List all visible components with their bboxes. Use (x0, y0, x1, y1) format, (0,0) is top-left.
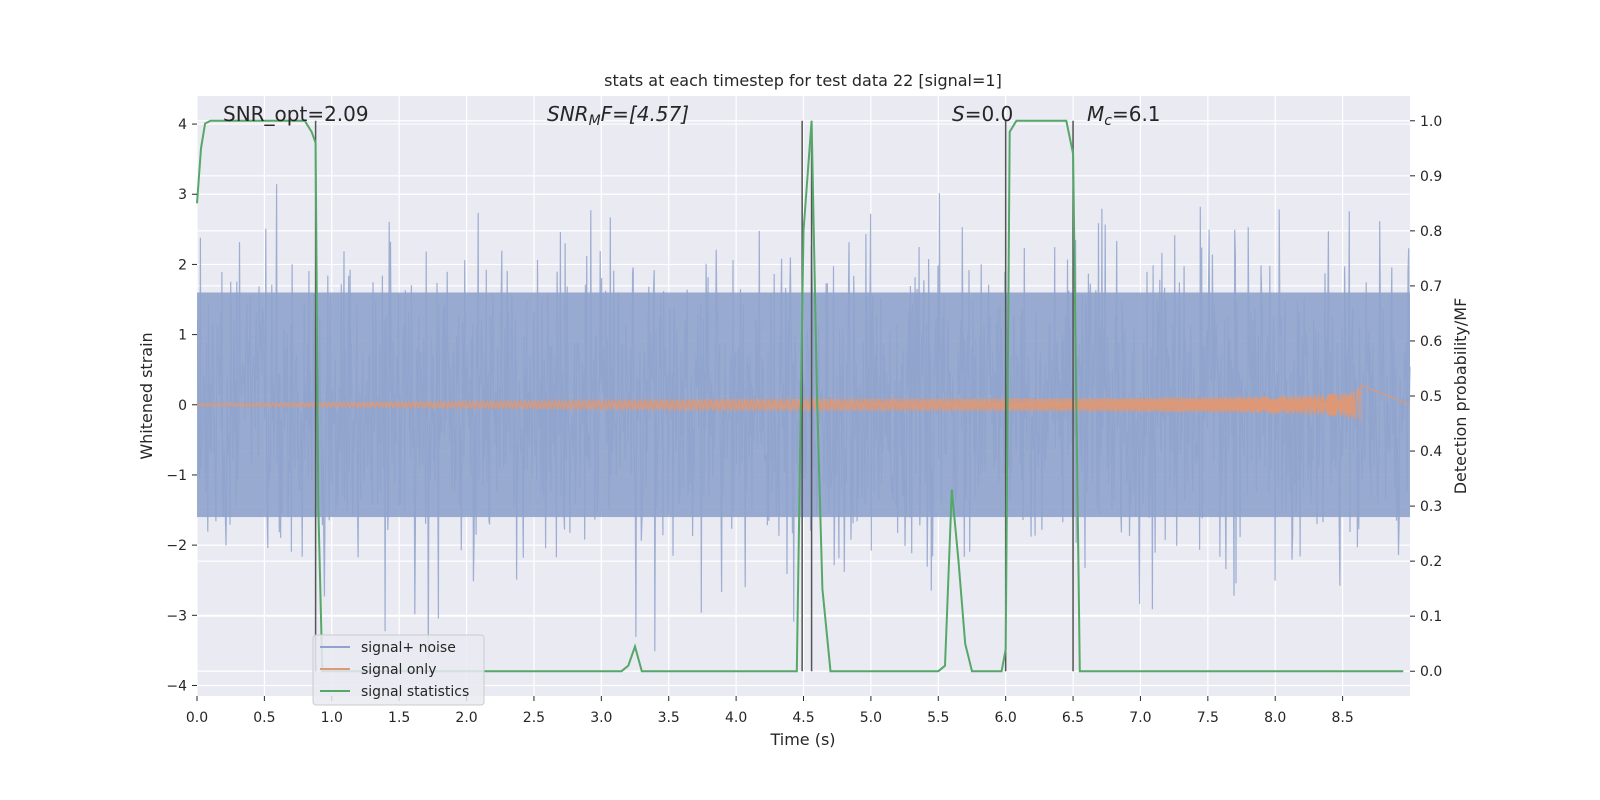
x-tick-label: 3.0 (590, 710, 612, 726)
y-left-tick-label: −1 (166, 468, 187, 484)
y-left-tick-label: −3 (166, 608, 187, 624)
signal-statistics-series (196, 119, 1404, 673)
legend-label-signal-only: signal only (361, 662, 436, 678)
legend: signal+ noise signal only signal statist… (312, 634, 485, 706)
x-tick-label: 7.0 (1129, 710, 1151, 726)
y-right-tick-label: 0.4 (1420, 444, 1442, 460)
y-left-tick-label: 1 (178, 328, 187, 344)
y-right-tick-label: 0.1 (1420, 609, 1442, 625)
y-left-tick-label: 4 (178, 117, 187, 133)
y-right-tick-label: 0.8 (1420, 224, 1442, 240)
y-right-tick-label: 0.6 (1420, 334, 1442, 350)
x-tick-label: 8.0 (1264, 710, 1286, 726)
y-right-tick-label: 0.0 (1420, 664, 1442, 680)
x-tick-label: 4.0 (725, 710, 747, 726)
y-right-tick-label: 1.0 (1420, 114, 1442, 130)
x-tick-label: 4.5 (792, 710, 814, 726)
y-left-tick-label: 3 (178, 187, 187, 203)
x-tick-label: 7.5 (1197, 710, 1219, 726)
x-tick-label: 5.5 (927, 710, 949, 726)
x-tick-label: 1.5 (388, 710, 410, 726)
annotation-snr-opt: SNR_opt=2.09 (223, 102, 369, 126)
y-left-ticks: 4 3 2 1 0 −1 −2 −3 −4 (166, 117, 197, 694)
y-left-tick-label: 2 (178, 257, 187, 273)
y-left-tick-label: −4 (166, 678, 187, 694)
y-right-tick-label: 0.7 (1420, 279, 1442, 295)
legend-label-noise: signal+ noise (361, 640, 456, 656)
y-left-tick-label: −2 (166, 538, 187, 554)
signal-only-line (196, 385, 1411, 422)
y-right-ticks: 1.0 0.9 0.8 0.7 0.6 0.5 0.4 0.3 0.2 0.1 0.0 (1410, 114, 1442, 680)
y-right-tick-label: 0.5 (1420, 389, 1442, 405)
x-tick-label: 2.5 (523, 710, 545, 726)
annotation-snr-mf: SNRMF=[4.57] (547, 102, 689, 129)
x-tick-label: 2.0 (455, 710, 477, 726)
y-right-axis-label: Detection probability/MF (1451, 298, 1470, 495)
y-left-tick-label: 0 (178, 398, 187, 414)
y-left-axis-label: Whitened strain (137, 332, 156, 459)
x-tick-label: 8.5 (1331, 710, 1353, 726)
x-tick-label: 6.0 (995, 710, 1017, 726)
annotation-mc: Mc=6.1 (1087, 102, 1161, 129)
chart-title: stats at each timestep for test data 22 … (604, 71, 1002, 90)
x-tick-label: 0.0 (186, 710, 208, 726)
signal-only-series (196, 385, 1411, 422)
x-axis-label: Time (s) (769, 730, 835, 749)
signal-statistics-line (196, 119, 1404, 673)
x-ticks: 0.0 0.5 1.0 1.5 2.0 2.5 3.0 3.5 4.0 4.5 5.0 5.5 6.0 6… (186, 696, 1354, 726)
y-right-tick-label: 0.3 (1420, 499, 1442, 515)
x-tick-label: 5.0 (860, 710, 882, 726)
legend-box (312, 634, 485, 706)
x-tick-label: 3.5 (658, 710, 680, 726)
x-tick-label: 6.5 (1062, 710, 1084, 726)
x-tick-label: 0.5 (253, 710, 275, 726)
y-right-tick-label: 0.9 (1420, 169, 1442, 185)
legend-label-stats: signal statistics (361, 684, 469, 700)
y-right-tick-label: 0.2 (1420, 554, 1442, 570)
x-tick-label: 1.0 (321, 710, 343, 726)
annotation-s: S=0.0 (952, 102, 1013, 126)
